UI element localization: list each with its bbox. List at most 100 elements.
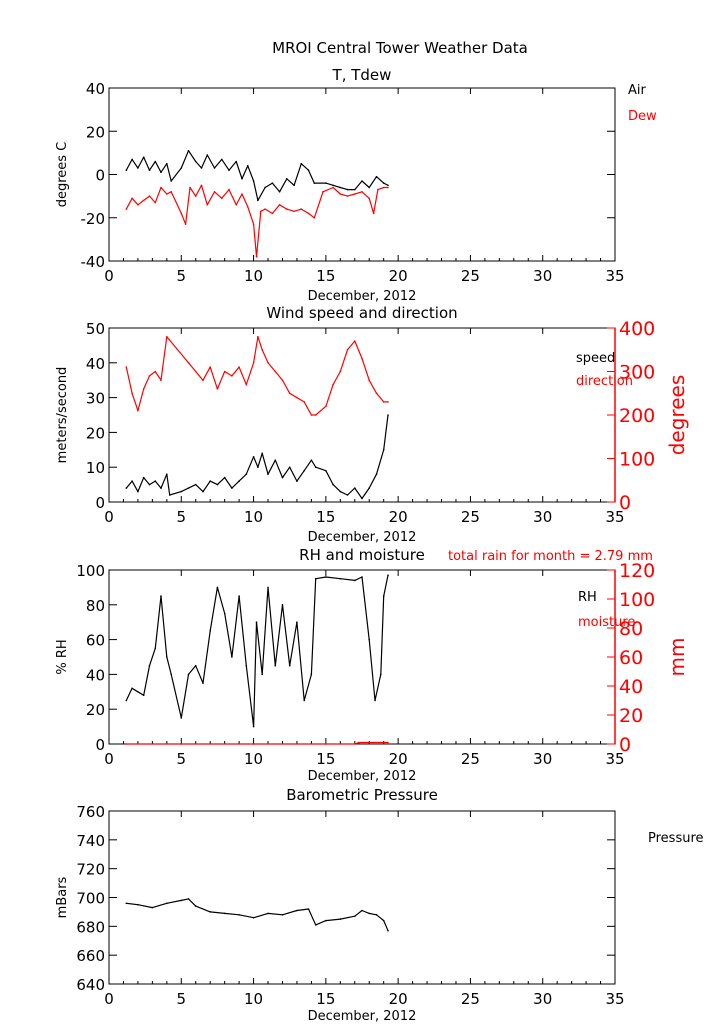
y-tick-label: 700 <box>76 890 105 908</box>
x-tick-label: 10 <box>244 508 263 526</box>
data-point <box>194 160 197 163</box>
x-tick-label: 10 <box>244 267 263 285</box>
data-point <box>180 490 183 493</box>
data-point <box>160 487 162 489</box>
y-right-tick-label: 100 <box>619 589 655 611</box>
y-tick-label: 40 <box>86 666 105 684</box>
x-tick-label: 15 <box>316 750 335 768</box>
data-point <box>354 579 356 582</box>
x-tick-label: 30 <box>533 508 552 526</box>
y-tick-label: 740 <box>76 832 105 850</box>
x-tick-label: 35 <box>605 750 624 768</box>
data-point <box>339 193 342 195</box>
data-point <box>180 717 183 719</box>
y-tick-label: 20 <box>86 424 105 442</box>
data-point <box>170 673 172 676</box>
y-axis-right-label: degrees <box>665 375 689 456</box>
y-right-tick-label: 100 <box>619 449 655 471</box>
data-point <box>261 673 264 676</box>
data-point <box>231 656 233 658</box>
y-tick-label: -40 <box>81 253 106 271</box>
data-point <box>252 743 255 745</box>
data-point <box>209 911 211 913</box>
x-tick-label: 15 <box>316 267 335 285</box>
data-point <box>325 405 327 408</box>
data-point <box>213 191 216 193</box>
data-point <box>314 414 317 416</box>
data-point <box>264 186 266 189</box>
data-point <box>339 186 342 189</box>
data-point <box>125 699 128 702</box>
data-point <box>148 483 151 486</box>
x-tick-label: 20 <box>389 750 408 768</box>
x-tick-label: 20 <box>389 267 408 285</box>
legend-dew: Dew <box>628 109 657 124</box>
data-point <box>296 480 298 482</box>
data-point <box>314 924 317 926</box>
data-point <box>325 919 327 922</box>
data-point <box>137 490 139 493</box>
data-point <box>346 195 349 197</box>
data-point <box>310 414 313 416</box>
data-point <box>300 162 303 165</box>
data-point <box>375 473 378 476</box>
data-point <box>314 577 317 580</box>
y-right-tick-label: 60 <box>619 647 643 669</box>
data-point <box>264 208 266 210</box>
x-tick-label: 30 <box>533 990 552 1008</box>
data-point <box>288 664 291 667</box>
data-point <box>184 223 187 225</box>
legend-pressure: Pressure <box>648 831 704 846</box>
chart-title: T, Tdew <box>332 66 392 84</box>
x-tick-label: 15 <box>316 508 335 526</box>
data-point <box>194 195 197 197</box>
data-point <box>154 160 157 163</box>
panel-4 <box>108 810 616 985</box>
y-tick-label: 10 <box>86 459 105 477</box>
y-axis-label: meters/second <box>55 367 70 464</box>
chart-title: RH and moisture <box>299 546 425 564</box>
data-point <box>194 483 197 486</box>
data-point <box>382 182 385 184</box>
data-point <box>194 905 197 907</box>
legend-moisture: moisture <box>578 615 635 630</box>
data-point <box>148 664 151 667</box>
data-point <box>293 184 295 187</box>
data-point <box>187 898 190 900</box>
data-point <box>247 206 249 208</box>
data-point <box>339 918 342 920</box>
series-line-direction <box>125 336 388 416</box>
data-point <box>387 741 389 744</box>
data-point <box>160 379 162 382</box>
data-point <box>235 160 237 163</box>
data-point <box>131 392 133 395</box>
data-point <box>346 494 349 496</box>
y-tick-label: 30 <box>86 390 105 408</box>
data-point <box>194 370 197 373</box>
data-point <box>271 182 274 184</box>
panel-1 <box>108 87 616 262</box>
data-point <box>142 476 145 479</box>
data-point <box>209 630 211 632</box>
data-point <box>216 388 219 390</box>
data-point <box>154 370 157 373</box>
data-point <box>387 574 389 576</box>
data-point <box>339 490 342 493</box>
data-point <box>339 370 342 373</box>
data-point <box>255 621 258 623</box>
data-point <box>368 186 371 189</box>
data-point <box>160 171 162 174</box>
data-point <box>307 908 310 910</box>
data-point <box>372 212 375 215</box>
x-tick-label: 25 <box>461 990 480 1008</box>
data-point <box>332 184 334 187</box>
x-axis-label: December, 2012 <box>308 289 417 304</box>
plot-frame <box>108 327 616 503</box>
data-point <box>325 576 327 578</box>
data-point <box>354 743 356 745</box>
y-axis-label: degrees C <box>55 142 70 208</box>
x-axis-label: December, 2012 <box>308 769 417 784</box>
y-tick-label: 100 <box>76 562 105 580</box>
y-tick-label: 50 <box>86 320 105 338</box>
plot-frame <box>108 810 616 985</box>
